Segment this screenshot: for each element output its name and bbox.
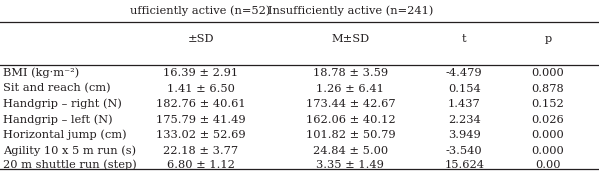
Text: 2.234: 2.234 — [448, 115, 480, 125]
Text: 16.39 ± 2.91: 16.39 ± 2.91 — [163, 68, 238, 78]
Text: 0.000: 0.000 — [532, 146, 564, 156]
Text: 173.44 ± 42.67: 173.44 ± 42.67 — [305, 99, 395, 109]
Text: 1.437: 1.437 — [448, 99, 480, 109]
Text: 1.26 ± 6.41: 1.26 ± 6.41 — [316, 84, 385, 94]
Text: 3.949: 3.949 — [448, 130, 480, 140]
Text: 0.152: 0.152 — [532, 99, 564, 109]
Text: Agility 10 x 5 m run (s): Agility 10 x 5 m run (s) — [3, 145, 136, 156]
Text: -4.479: -4.479 — [446, 68, 483, 78]
Text: Handgrip – left (N): Handgrip – left (N) — [3, 114, 113, 125]
Text: 133.02 ± 52.69: 133.02 ± 52.69 — [156, 130, 246, 140]
Text: Sit and reach (cm): Sit and reach (cm) — [3, 83, 111, 94]
Text: 0.878: 0.878 — [532, 84, 564, 94]
Text: -3.540: -3.540 — [446, 146, 483, 156]
Text: 0.000: 0.000 — [532, 68, 564, 78]
Text: 3.35 ± 1.49: 3.35 ± 1.49 — [316, 160, 385, 170]
Text: ±SD: ±SD — [187, 34, 214, 44]
Text: 24.84 ± 5.00: 24.84 ± 5.00 — [313, 146, 388, 156]
Text: 18.78 ± 3.59: 18.78 ± 3.59 — [313, 68, 388, 78]
Text: 1.41 ± 6.50: 1.41 ± 6.50 — [167, 84, 235, 94]
Text: 101.82 ± 50.79: 101.82 ± 50.79 — [305, 130, 395, 140]
Text: 0.154: 0.154 — [448, 84, 480, 94]
Text: M±SD: M±SD — [331, 34, 370, 44]
Text: p: p — [544, 34, 552, 44]
Text: 0.00: 0.00 — [536, 160, 561, 170]
Text: BMI (kg·m⁻²): BMI (kg·m⁻²) — [3, 68, 79, 78]
Text: 20 m shuttle run (step): 20 m shuttle run (step) — [3, 160, 137, 170]
Text: t: t — [462, 34, 467, 44]
Text: 182.76 ± 40.61: 182.76 ± 40.61 — [156, 99, 246, 109]
Text: 6.80 ± 1.12: 6.80 ± 1.12 — [167, 160, 235, 170]
Text: 15.624: 15.624 — [444, 160, 484, 170]
Text: 0.000: 0.000 — [532, 130, 564, 140]
Text: 175.79 ± 41.49: 175.79 ± 41.49 — [156, 115, 246, 125]
Text: 0.026: 0.026 — [532, 115, 564, 125]
Text: 162.06 ± 40.12: 162.06 ± 40.12 — [305, 115, 395, 125]
Text: ufficiently active (n=52): ufficiently active (n=52) — [131, 5, 271, 16]
Text: Handgrip – right (N): Handgrip – right (N) — [3, 99, 122, 109]
Text: Horizontal jump (cm): Horizontal jump (cm) — [3, 130, 126, 140]
Text: Insufficiently active (n=241): Insufficiently active (n=241) — [268, 5, 433, 16]
Text: 22.18 ± 3.77: 22.18 ± 3.77 — [163, 146, 238, 156]
